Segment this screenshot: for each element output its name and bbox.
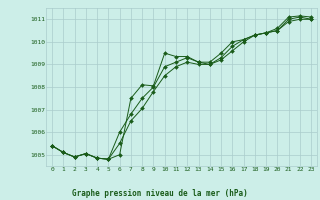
Text: Graphe pression niveau de la mer (hPa): Graphe pression niveau de la mer (hPa) (72, 189, 248, 198)
